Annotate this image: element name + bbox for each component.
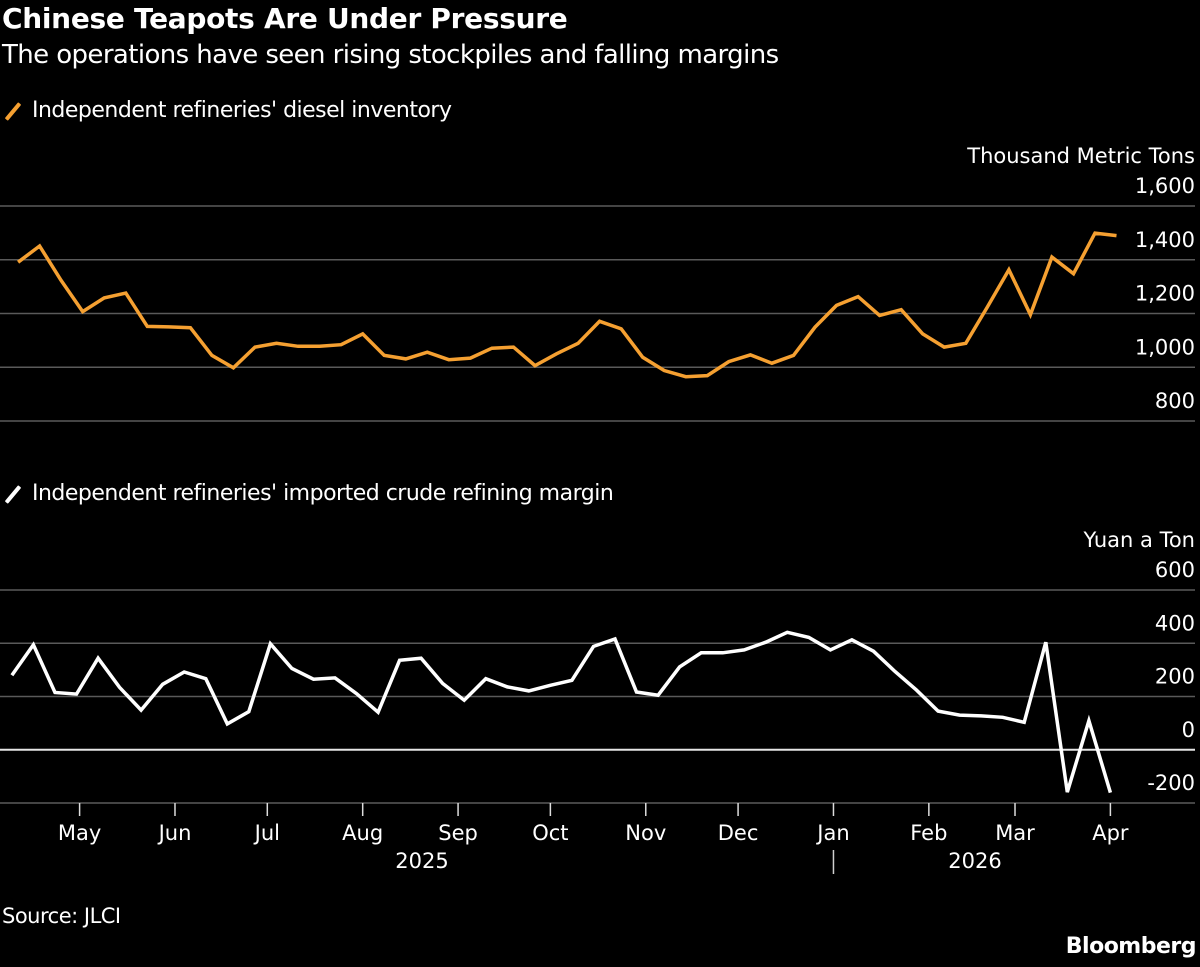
x-tick-label: Apr xyxy=(1092,821,1129,845)
series-line xyxy=(17,231,1117,379)
year-label: 2026 xyxy=(948,849,1001,873)
chart-subtitle: The operations have seen rising stockpil… xyxy=(2,40,779,70)
legend-diesel-inventory: Independent refineries' diesel inventory xyxy=(4,98,452,123)
year-label: 2025 xyxy=(395,849,448,873)
y-tick-label: 200 xyxy=(1155,665,1195,689)
y-tick-label: -200 xyxy=(1147,771,1195,795)
legend-refining-margin: Independent refineries' imported crude r… xyxy=(4,481,614,506)
x-tick-label: Dec xyxy=(718,821,759,845)
x-tick-label: Feb xyxy=(910,821,947,845)
x-tick-label: Aug xyxy=(342,821,383,845)
y-tick-label: 1,600 xyxy=(1135,174,1195,198)
chart-title: Chinese Teapots Are Under Pressure xyxy=(2,2,568,35)
legend-label: Independent refineries' imported crude r… xyxy=(32,481,614,506)
legend-label: Independent refineries' diesel inventory xyxy=(32,98,452,123)
x-tick-label: Mar xyxy=(995,821,1035,845)
y-tick-label: 1,000 xyxy=(1135,335,1195,359)
series-line xyxy=(10,630,1113,794)
unit-label: Yuan a Ton xyxy=(1082,528,1195,552)
unit-label: Thousand Metric Tons xyxy=(966,144,1195,168)
y-tick-label: 400 xyxy=(1155,611,1195,635)
x-tick-label: May xyxy=(58,821,101,845)
x-tick-label: Nov xyxy=(625,821,666,845)
x-tick-label: Jan xyxy=(815,821,849,845)
y-tick-label: 1,200 xyxy=(1135,282,1195,306)
y-tick-label: 800 xyxy=(1155,389,1195,413)
x-tick-label: Oct xyxy=(532,821,568,845)
bloomberg-logo: Bloomberg xyxy=(1065,934,1197,959)
source-note: Source: JLCI xyxy=(2,904,121,928)
x-tick-label: Jun xyxy=(157,821,192,845)
y-tick-label: 600 xyxy=(1155,558,1195,582)
x-tick-label: Sep xyxy=(438,821,478,845)
x-tick-label: Jul xyxy=(253,821,280,845)
y-tick-label: 0 xyxy=(1182,718,1195,742)
y-tick-label: 1,400 xyxy=(1135,228,1195,252)
